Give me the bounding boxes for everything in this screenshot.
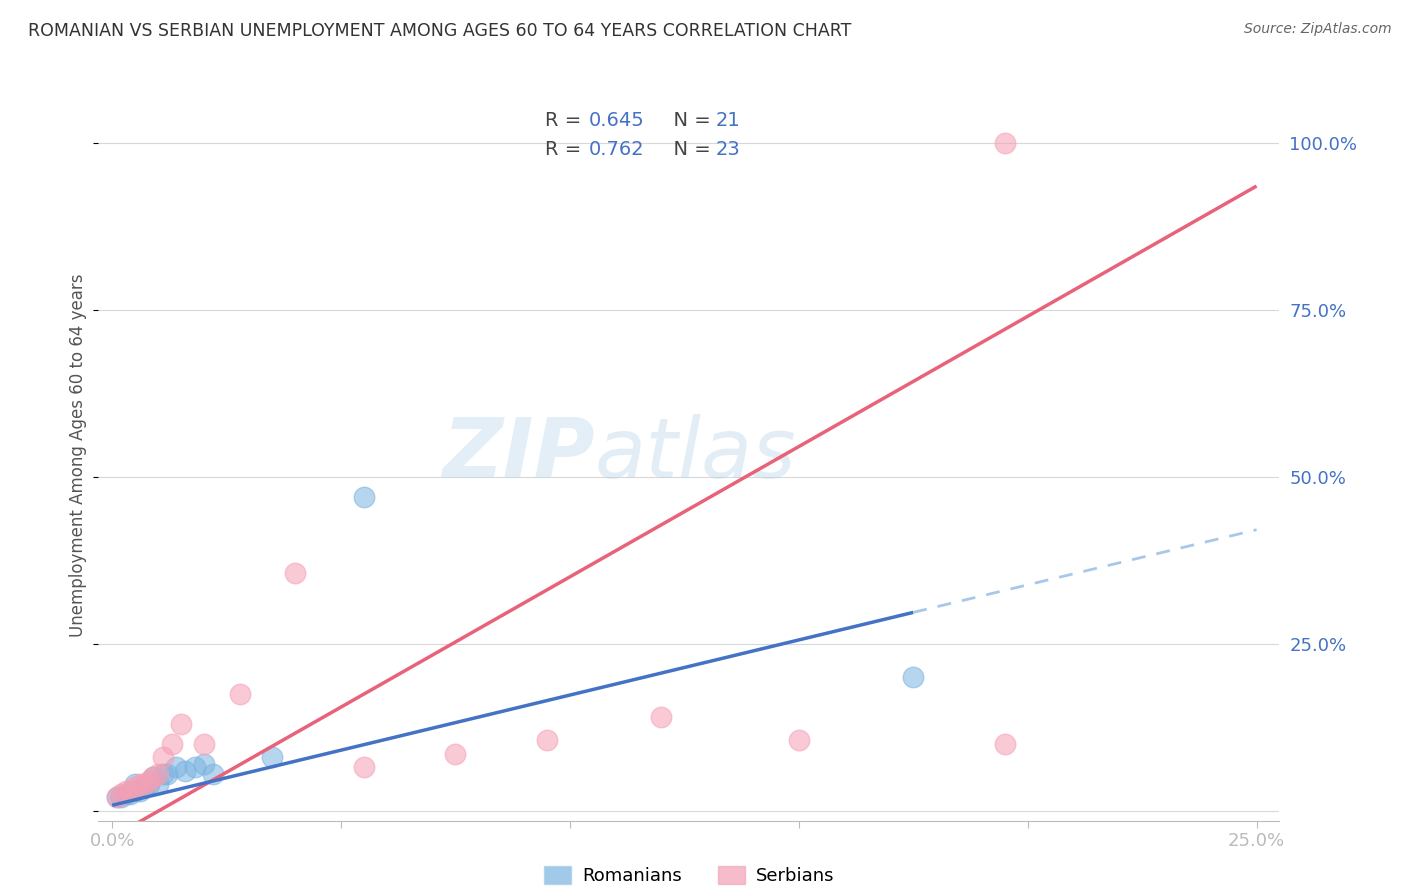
Text: 23: 23 bbox=[716, 140, 741, 160]
Point bbox=[536, 733, 558, 747]
Text: N =: N = bbox=[661, 112, 717, 130]
Point bbox=[120, 783, 142, 797]
Text: 0.645: 0.645 bbox=[589, 112, 644, 130]
Point bbox=[124, 780, 146, 795]
Point bbox=[994, 136, 1017, 150]
Legend: Romanians, Serbians: Romanians, Serbians bbox=[537, 858, 841, 892]
Point bbox=[156, 767, 179, 781]
Point bbox=[124, 783, 146, 797]
Point bbox=[229, 687, 252, 701]
Text: N =: N = bbox=[661, 140, 717, 160]
Point bbox=[105, 790, 128, 805]
Y-axis label: Unemployment Among Ages 60 to 64 years: Unemployment Among Ages 60 to 64 years bbox=[69, 273, 87, 637]
Text: R =: R = bbox=[546, 112, 588, 130]
Text: R =: R = bbox=[546, 140, 588, 160]
Point bbox=[284, 566, 307, 581]
Point bbox=[110, 787, 132, 801]
Point bbox=[128, 777, 150, 791]
Point bbox=[110, 790, 132, 805]
Point bbox=[146, 767, 169, 781]
Point bbox=[142, 770, 165, 784]
Point bbox=[353, 760, 375, 774]
Point bbox=[115, 783, 138, 797]
Point bbox=[170, 716, 193, 731]
Point bbox=[903, 670, 925, 684]
Point bbox=[134, 777, 156, 791]
Point bbox=[152, 767, 174, 781]
Point bbox=[120, 787, 142, 801]
Point bbox=[134, 780, 156, 795]
Point bbox=[128, 783, 150, 797]
Text: ROMANIAN VS SERBIAN UNEMPLOYMENT AMONG AGES 60 TO 64 YEARS CORRELATION CHART: ROMANIAN VS SERBIAN UNEMPLOYMENT AMONG A… bbox=[28, 22, 852, 40]
Point bbox=[201, 767, 224, 781]
Point bbox=[650, 710, 672, 724]
Text: ZIP: ZIP bbox=[441, 415, 595, 495]
Point bbox=[193, 737, 215, 751]
Point bbox=[787, 733, 810, 747]
Point bbox=[152, 750, 174, 764]
Point bbox=[138, 773, 160, 788]
Point bbox=[160, 737, 183, 751]
Point bbox=[193, 756, 215, 771]
Point bbox=[165, 760, 187, 774]
Point bbox=[994, 737, 1017, 751]
Point bbox=[138, 777, 160, 791]
Point bbox=[183, 760, 205, 774]
Point bbox=[105, 790, 128, 805]
Text: atlas: atlas bbox=[595, 415, 796, 495]
Point bbox=[262, 750, 284, 764]
Point bbox=[174, 764, 197, 778]
Text: 0.762: 0.762 bbox=[589, 140, 644, 160]
Text: Source: ZipAtlas.com: Source: ZipAtlas.com bbox=[1244, 22, 1392, 37]
Point bbox=[444, 747, 467, 761]
Point bbox=[146, 777, 169, 791]
Point bbox=[124, 777, 146, 791]
Point bbox=[353, 490, 375, 504]
Point bbox=[142, 770, 165, 784]
Text: 21: 21 bbox=[716, 112, 741, 130]
Point bbox=[115, 787, 138, 801]
